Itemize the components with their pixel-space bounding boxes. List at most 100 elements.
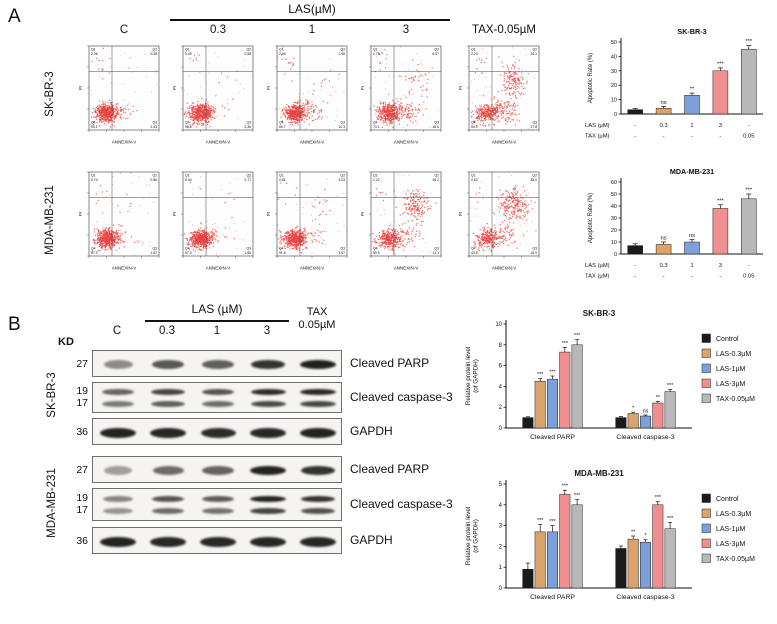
- svg-text:Q1: Q1: [279, 48, 284, 52]
- protein-band: [250, 388, 286, 395]
- blot-cleaved-caspase-3: [92, 488, 342, 521]
- las-header-a: LAS(µM): [288, 2, 336, 16]
- y-axis-label: PI: [266, 212, 271, 216]
- significance-label: ***: [537, 518, 544, 524]
- x-axis-label: ANNEXIN-V: [206, 140, 231, 145]
- protein-band: [250, 427, 286, 438]
- svg-text:Q1: Q1: [471, 48, 476, 52]
- col-label-tax: TAX-0.05µM: [472, 24, 536, 36]
- bar: [655, 244, 672, 255]
- svg-text:97.3: 97.3: [185, 251, 192, 255]
- svg-text:18.6: 18.6: [432, 125, 439, 129]
- protein-band: [152, 466, 184, 475]
- kd-label: KD: [58, 336, 74, 348]
- legend-label: Control: [716, 336, 739, 343]
- lane-label-tax-line1: TAX: [306, 306, 328, 318]
- category-label: Cleaved PARP: [530, 594, 575, 601]
- chart-title: SK-BR-3: [583, 309, 616, 318]
- svg-text:Q2: Q2: [340, 48, 345, 52]
- bar: [522, 417, 534, 429]
- protein-band: [151, 388, 185, 395]
- protein-band: [100, 536, 136, 547]
- dose-row-label: LAS (µM): [585, 263, 610, 269]
- bar: [615, 417, 627, 429]
- protein-band: [202, 495, 234, 502]
- protein-band: [202, 466, 234, 475]
- svg-text:Q4: Q4: [471, 121, 476, 125]
- x-axis-label: ANNEXIN-V: [112, 140, 137, 145]
- svg-text:Q3: Q3: [340, 121, 345, 125]
- y-axis-label: Apoptotic Rate (%): [588, 53, 594, 103]
- significance-label: ns: [643, 409, 649, 415]
- x-axis-label: ANNEXIN-V: [394, 266, 419, 271]
- scatter-points: [370, 174, 442, 255]
- bar: [640, 541, 651, 589]
- kd-marker: 17: [76, 396, 88, 409]
- lane-label-3: 3: [263, 325, 271, 337]
- bar: [741, 48, 757, 115]
- category-label: Cleaved caspase-3: [616, 434, 674, 441]
- svg-text:Q4: Q4: [91, 121, 96, 125]
- blot-cleaved-caspase-3: [92, 382, 342, 413]
- x-axis-label: ANNEXIN-V: [206, 266, 231, 271]
- svg-text:96.6: 96.6: [185, 125, 192, 129]
- bar: [627, 245, 643, 255]
- svg-text:Q4: Q4: [373, 121, 378, 125]
- bar: [627, 109, 643, 115]
- protein-label: Cleaved PARP: [350, 355, 430, 370]
- svg-text:Q3: Q3: [340, 247, 345, 251]
- scatter-points: [90, 47, 160, 128]
- svg-text:0.74: 0.74: [91, 178, 98, 182]
- svg-text:Q1: Q1: [373, 48, 378, 52]
- significance-label: ***: [537, 372, 544, 378]
- dose-row-label: LAS (µM): [585, 123, 610, 129]
- x-axis-label: ANNEXIN-V: [300, 140, 325, 145]
- legend-label: TAX-0.05µM: [716, 396, 755, 403]
- bar: [652, 504, 664, 589]
- svg-text:Q1: Q1: [185, 48, 190, 52]
- blot-gapdh: [92, 527, 342, 554]
- svg-text:73.1: 73.1: [373, 125, 380, 129]
- protein-label: Cleaved PARP: [350, 461, 430, 476]
- protein-band: [151, 495, 185, 502]
- bar: [652, 402, 664, 429]
- y-axis-label: PI: [360, 86, 365, 90]
- svg-text:Q1: Q1: [185, 174, 190, 178]
- row-label-mdamb231: MDA-MB-231: [44, 185, 56, 255]
- flow-plot-frame: [88, 171, 160, 257]
- lane-label-1: 1: [213, 325, 221, 337]
- svg-text:Q3: Q3: [246, 247, 251, 251]
- protein-band: [300, 360, 336, 369]
- x-axis-label: ANNEXIN-V: [492, 140, 517, 145]
- svg-text:Q4: Q4: [279, 247, 284, 251]
- bar: [534, 380, 546, 429]
- kd-marker: 36: [76, 534, 88, 547]
- svg-text:Q1: Q1: [91, 174, 96, 178]
- scatter-points: [469, 171, 537, 254]
- blot-cleaved-parp: [92, 350, 342, 377]
- significance-label: ns: [661, 236, 667, 242]
- bar: [655, 107, 672, 115]
- svg-text:Q2: Q2: [152, 174, 157, 178]
- lane-label-tax-line2: 0.05µM: [298, 318, 336, 331]
- scatter-points: [277, 178, 345, 254]
- scatter-points: [183, 172, 254, 255]
- significance-label: *: [632, 406, 635, 412]
- significance-label: ***: [717, 198, 725, 204]
- protein-band: [104, 466, 132, 475]
- svg-text:3.67: 3.67: [338, 251, 345, 255]
- protein-band: [202, 507, 234, 514]
- x-axis-label: ANNEXIN-V: [112, 266, 137, 271]
- legend-swatch: [701, 333, 711, 343]
- legend-label: LAS-3µM: [716, 381, 745, 388]
- protein-band: [200, 536, 236, 547]
- kd-marker: 19: [76, 491, 88, 504]
- svg-text:1.75: 1.75: [373, 52, 380, 56]
- svg-text:95.1: 95.1: [91, 125, 98, 129]
- y-axis-label: Relative protein level: [465, 507, 472, 565]
- legend-swatch: [701, 393, 711, 403]
- bar: [571, 504, 583, 589]
